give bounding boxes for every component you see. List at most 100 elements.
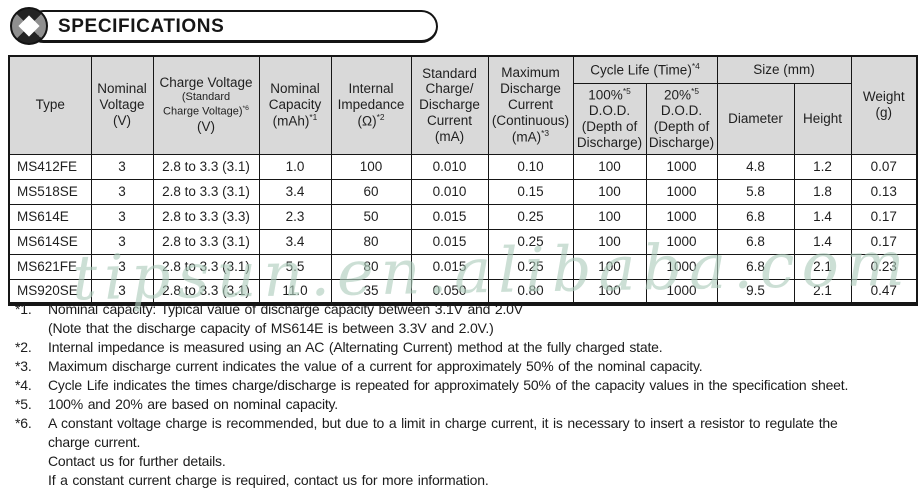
col-header-charge-voltage: Charge Voltage (Standard Charge Voltage)…: [152, 55, 260, 155]
cell-value: 3.4: [258, 228, 332, 255]
col-header-max-discharge-current: Maximum Discharge Current (Continuous) (…: [487, 55, 574, 155]
footnote-marker: *5.: [15, 396, 32, 412]
col-header-weight: Weight (g): [850, 55, 918, 155]
cell-value: 3: [90, 228, 154, 255]
cell-value: 2.1: [793, 278, 852, 305]
cell-type: MS614SE: [8, 228, 92, 255]
spec-table-body: MS412FE 3 2.8 to 3.3 (3.1) 1.0 100 0.010 0.10 1…: [8, 153, 918, 305]
cell-value: 0.23: [850, 253, 918, 280]
cell-value: 1.8: [793, 178, 852, 205]
col-header-nominal-voltage: Nominal Voltage (V): [90, 55, 154, 155]
cell-value: 0.25: [487, 228, 574, 255]
cell-value: 80: [330, 253, 412, 280]
cell-value: 50: [330, 203, 412, 230]
cell-type: MS412FE: [8, 153, 92, 180]
cell-value: 1000: [645, 153, 718, 180]
footnote-marker: *1.: [15, 301, 32, 317]
table-row: MS412FE 3 2.8 to 3.3 (3.1) 1.0 100 0.010 0.10 1…: [8, 153, 918, 180]
cell-value: 2.8 to 3.3 (3.1): [152, 178, 260, 205]
banner-pill: [27, 10, 438, 43]
charge-voltage-label: Charge Voltage: [159, 75, 253, 91]
cell-value: 1.4: [793, 203, 852, 230]
cell-value: 0.07: [850, 153, 918, 180]
cell-value: 6.8: [716, 253, 795, 280]
cell-value: 6.8: [716, 203, 795, 230]
cell-value: 4.8: [716, 153, 795, 180]
cell-value: 1.4: [793, 228, 852, 255]
spec-table-header: Type Nominal Voltage (V) Charge Voltage …: [8, 55, 918, 155]
group-header-size: Size (mm): [716, 55, 852, 84]
col-header-dod-100: 100%*5 D.O.D. (Depth of Discharge): [572, 82, 647, 155]
cell-value: 1000: [645, 203, 718, 230]
cell-value: 0.17: [850, 228, 918, 255]
footnote-marker: *3.: [15, 358, 32, 374]
cell-value: 0.15: [487, 178, 574, 205]
cell-value: 100: [572, 228, 647, 255]
cell-value: 100: [572, 278, 647, 305]
cell-value: 0.015: [410, 253, 489, 280]
cell-value: 2.8 to 3.3 (3.3): [152, 203, 260, 230]
cell-value: 3: [90, 153, 154, 180]
footnotes: *1. Nominal capacity: Typical value of d…: [8, 300, 918, 490]
cell-value: 2.8 to 3.3 (3.1): [152, 228, 260, 255]
cell-value: 3.4: [258, 178, 332, 205]
cell-value: 60: [330, 178, 412, 205]
cell-type: MS621FE: [8, 253, 92, 280]
footnote-text: Maximum discharge current indicates the …: [48, 358, 703, 374]
cell-value: 0.25: [487, 253, 574, 280]
cell-value: 100: [572, 253, 647, 280]
charge-voltage-unit: (V): [197, 119, 215, 135]
cell-value: 2.1: [793, 253, 852, 280]
cell-value: 100: [572, 153, 647, 180]
footnote-text: 100% and 20% are based on nominal capaci…: [48, 396, 339, 412]
cell-value: 0.80: [487, 278, 574, 305]
header-row-groups: Type Nominal Voltage (V) Charge Voltage …: [8, 55, 918, 155]
group-header-cycle-life: Cycle Life (Time)*4: [572, 55, 718, 84]
cell-value: 5.5: [258, 253, 332, 280]
footnote-text: Cycle Life indicates the times charge/di…: [48, 377, 849, 393]
cell-value: 80: [330, 228, 412, 255]
cell-value: 1000: [645, 278, 718, 305]
footnote-4: *4. Cycle Life indicates the times charg…: [8, 376, 918, 395]
cell-value: 0.47: [850, 278, 918, 305]
footnote-5: *5. 100% and 20% are based on nominal ca…: [8, 395, 918, 414]
cell-type: MS614E: [8, 203, 92, 230]
cell-value: 2.8 to 3.3 (3.1): [152, 153, 260, 180]
table-row: MS614SE 3 2.8 to 3.3 (3.1) 3.4 80 0.015 0.25 10…: [8, 228, 918, 255]
footnote-1: *1. Nominal capacity: Typical value of d…: [8, 300, 918, 338]
cell-type: MS920SE: [8, 278, 92, 305]
footnote-ref-5: *5: [622, 85, 631, 96]
col-header-type: Type: [8, 55, 92, 155]
cell-value: 3: [90, 203, 154, 230]
cell-value: 0.13: [850, 178, 918, 205]
footnote-text: Nominal capacity: Typical value of disch…: [48, 301, 523, 336]
cell-value: 3: [90, 178, 154, 205]
cell-value: 11.0: [258, 278, 332, 305]
charge-voltage-sublabel: (Standard Charge Voltage)*6: [163, 91, 249, 118]
col-header-diameter: Diameter: [716, 82, 795, 155]
cell-type: MS518SE: [8, 178, 92, 205]
table-row: MS920SE 3 2.8 to 3.3 (3.1) 11.0 35 0.050 0.80 1…: [8, 278, 918, 305]
cell-value: 100: [572, 203, 647, 230]
cell-value: 0.17: [850, 203, 918, 230]
cell-value: 1000: [645, 228, 718, 255]
footnote-ref-2: *2: [376, 112, 385, 123]
table-row: MS614E 3 2.8 to 3.3 (3.3) 2.3 50 0.015 0.25 100…: [8, 203, 918, 230]
page-title: SPECIFICATIONS: [58, 16, 225, 37]
header-row-subcolumns: 100%*5 D.O.D. (Depth of Discharge) 20%*5 D…: [9, 82, 917, 155]
footnote-text: A constant voltage charge is recommended…: [48, 415, 838, 488]
cell-value: 35: [330, 278, 412, 305]
footnote-marker: *6.: [15, 415, 32, 431]
footnote-marker: *4.: [15, 377, 32, 393]
cell-value: 0.010: [410, 178, 489, 205]
cell-value: 3: [90, 278, 154, 305]
cell-value: 2.8 to 3.3 (3.1): [152, 253, 260, 280]
cell-value: 9.5: [716, 278, 795, 305]
footnote-marker: *2.: [15, 339, 32, 355]
cell-value: 0.015: [410, 203, 489, 230]
shutter-logo-icon: [10, 7, 48, 45]
cell-value: 5.8: [716, 178, 795, 205]
section-banner: SPECIFICATIONS: [10, 6, 438, 46]
col-header-nominal-capacity: Nominal Capacity (mAh)*1: [258, 55, 332, 155]
footnote-ref-1: *1: [309, 112, 318, 123]
